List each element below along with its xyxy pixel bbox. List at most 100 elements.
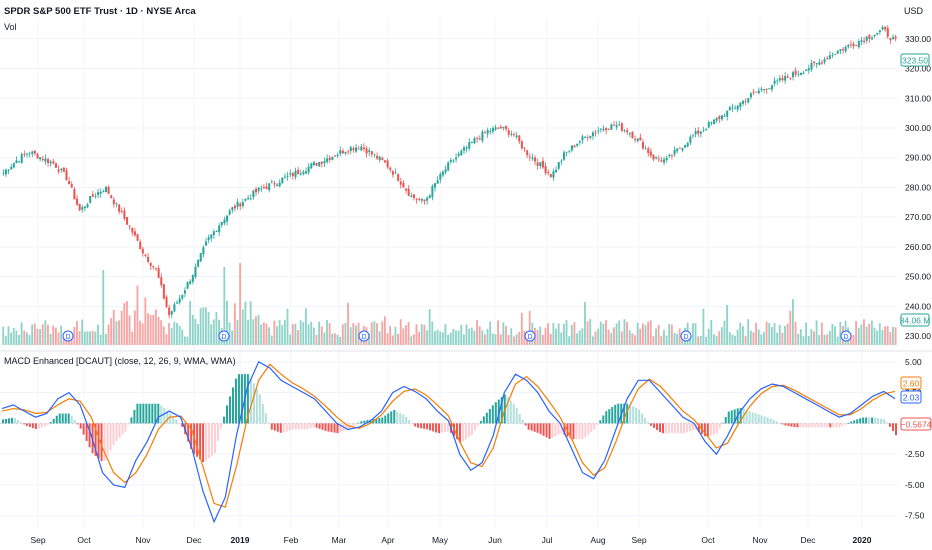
volume-bar (394, 326, 397, 345)
histogram-bar (25, 423, 28, 426)
candle-body (326, 158, 329, 162)
histogram-bar (796, 423, 799, 428)
histogram-bar (13, 418, 16, 424)
histogram-bar (115, 423, 118, 442)
time-axis[interactable]: Sep Oct Nov Dec 2019 Feb Mar Apr May Jun Jul Aug Sep… (30, 535, 871, 545)
candle-body (297, 169, 300, 174)
price-axis[interactable]: 330.00 320.00 310.00 300.00 290.00 280.00 270.… (905, 34, 931, 341)
volume-bar (176, 322, 178, 345)
candle-body (565, 151, 568, 153)
histogram-bar (766, 417, 769, 424)
histogram-bar (850, 421, 853, 424)
candle-body (210, 234, 213, 239)
candle-body (434, 183, 437, 188)
volume-bar (265, 323, 268, 345)
candle-body (249, 198, 252, 200)
histogram-bar (270, 423, 273, 430)
candle-body (773, 80, 776, 84)
volume-bar (181, 329, 184, 345)
volume-bar (54, 327, 57, 345)
histogram-bar (94, 423, 97, 456)
histogram-bar (748, 411, 751, 424)
volume-bar (634, 335, 636, 345)
volume-bar (397, 333, 399, 345)
candle-body (181, 295, 184, 299)
price-tick-label: 230.00 (905, 331, 931, 341)
candle-body (602, 128, 605, 131)
candle-body (4, 169, 7, 175)
candle-body (136, 234, 139, 241)
histogram-bar (838, 423, 841, 428)
volume-bar (436, 329, 439, 345)
histogram-bar (408, 420, 411, 424)
histogram-bar (799, 423, 802, 428)
macd-pane[interactable] (1, 360, 897, 524)
histogram-bar (22, 423, 25, 425)
candle-body (665, 157, 668, 160)
volume-bar (323, 332, 326, 345)
volume-bar (813, 331, 815, 345)
volume-bar (168, 323, 170, 345)
histogram-bar (473, 423, 476, 431)
histogram-bar (246, 374, 249, 424)
histogram-bar (506, 396, 509, 424)
candle-body (865, 36, 868, 41)
candle-body (118, 204, 121, 212)
volume-bar (373, 321, 376, 345)
macd-indicator-label[interactable]: MACD Enhanced [DCAUT] (close, 12, 26, 9,… (4, 356, 236, 366)
histogram-bar (518, 413, 521, 424)
histogram-bar (249, 378, 252, 424)
candle-body (341, 150, 344, 154)
candle-body (655, 156, 658, 159)
price-tick-label: 260.00 (905, 242, 931, 252)
histogram-bar (596, 423, 599, 425)
candle-body (760, 88, 763, 90)
symbol-title[interactable]: SPDR S&P 500 ETF Trust · 1D · NYSE Arca (4, 6, 196, 17)
volume-bar (241, 309, 244, 345)
histogram-bar (488, 409, 491, 424)
volume-bar (99, 334, 102, 345)
volume-bar (441, 332, 444, 345)
volume-label[interactable]: Vol (4, 22, 17, 32)
candle-body (689, 136, 692, 143)
time-tick-label: Dec (186, 535, 202, 545)
histogram-bar (470, 423, 473, 436)
dividend-letter: D (65, 334, 70, 341)
candle-body (523, 147, 526, 149)
price-pane[interactable] (2, 25, 897, 345)
histogram-bar (569, 423, 572, 439)
volume-bar (36, 328, 39, 345)
histogram-bar (43, 423, 46, 427)
volume-bar (755, 322, 757, 345)
candle-body (884, 26, 887, 30)
candle-body (7, 170, 10, 171)
candle-body (660, 160, 663, 162)
volume-bar (236, 320, 239, 345)
candle-body (768, 88, 771, 89)
histogram-bar (599, 420, 602, 424)
volume-bar (160, 320, 163, 345)
candle-body (470, 141, 473, 143)
volume-bar (173, 321, 176, 345)
volume-bar (52, 325, 55, 345)
volume-bar (247, 319, 249, 345)
histogram-bar (673, 423, 676, 434)
candle-body (349, 147, 352, 151)
candle-body (378, 156, 381, 160)
histogram-bar (820, 423, 823, 428)
candle-body (347, 151, 350, 153)
volume-bar (491, 333, 494, 345)
candle-body (876, 32, 879, 35)
histogram-bar (551, 423, 554, 438)
volume-bar (857, 327, 860, 345)
volume-bar (449, 332, 452, 345)
currency-label[interactable]: USD (904, 6, 924, 16)
svg-text:2.03: 2.03 (903, 393, 920, 403)
volume-bar (336, 334, 339, 345)
candle-body (218, 225, 221, 233)
histogram-bar (611, 406, 614, 424)
candle-body (360, 146, 363, 151)
volume-bar (486, 328, 489, 345)
histogram-bar (223, 416, 226, 424)
